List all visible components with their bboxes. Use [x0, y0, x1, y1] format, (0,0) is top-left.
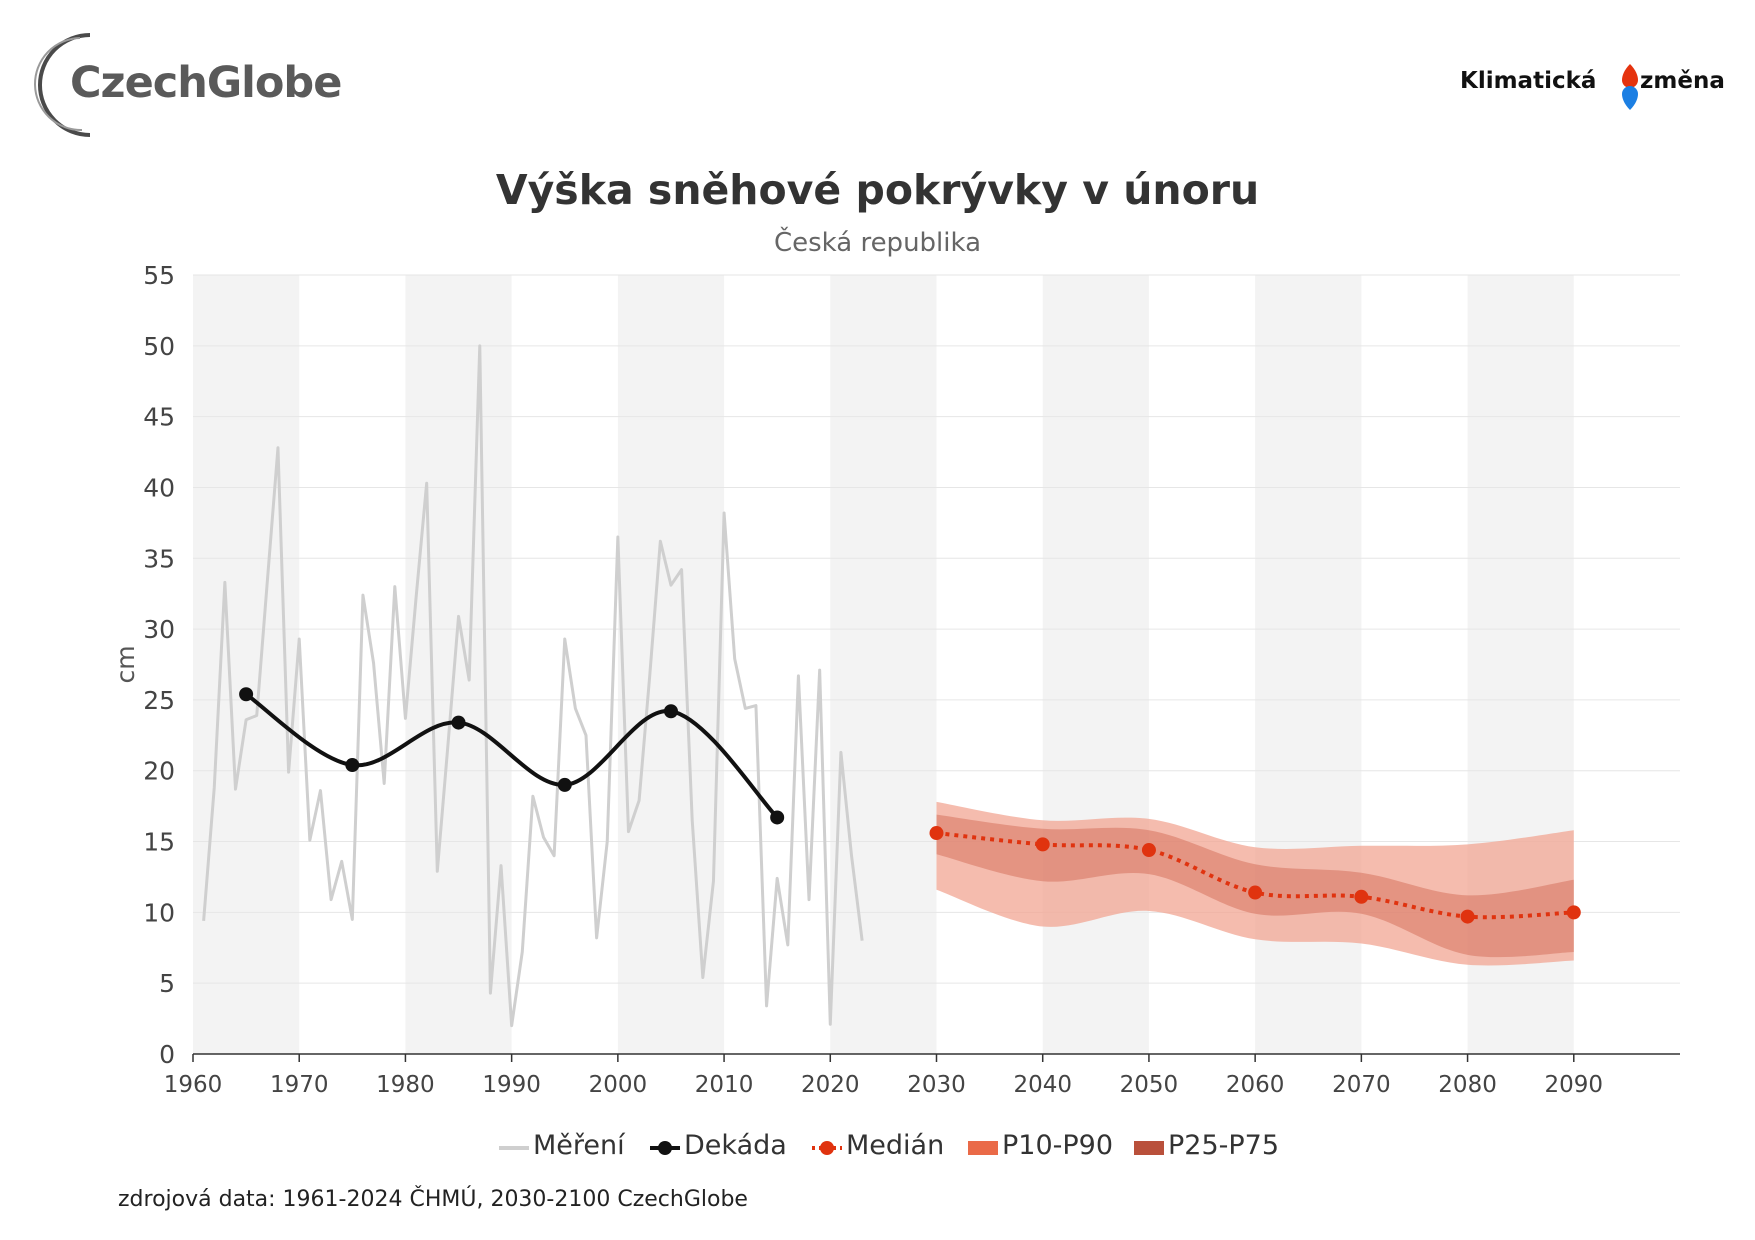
median-point — [1141, 843, 1156, 858]
chart-legend: Měření Dekáda Medián P10-P90 P25-P75 — [0, 1130, 1755, 1170]
series-measurement-line — [202, 344, 864, 1028]
czechglobe-arc-icon — [34, 33, 91, 137]
czechglobe-logo: CzechGlobe — [30, 30, 342, 140]
drop-pair-icon — [1622, 64, 1638, 110]
logo-word-2: změna — [1640, 68, 1725, 94]
median-point — [929, 826, 944, 841]
median-point — [1035, 837, 1050, 852]
x-tick-label: 1980 — [376, 1072, 435, 1098]
median-point — [1460, 909, 1475, 924]
logo-word-1: Klimatická — [1460, 68, 1597, 94]
x-tick-label: 2080 — [1438, 1072, 1497, 1098]
y-tick-label: 30 — [143, 615, 175, 644]
czechglobe-logo-text: CzechGlobe — [70, 58, 342, 108]
median-point — [1566, 905, 1581, 920]
y-tick-label: 50 — [143, 332, 175, 361]
legend-label-decade: Dekáda — [684, 1130, 787, 1161]
y-tick-label: 20 — [143, 757, 175, 786]
decade-point — [451, 715, 466, 730]
data-source-note: zdrojová data: 1961-2024 ČHMÚ, 2030-2100… — [118, 1187, 748, 1212]
x-tick-label: 2040 — [1013, 1072, 1072, 1098]
y-tick-label: 0 — [159, 1040, 175, 1069]
klimaticka-zmena-logo: Klimatická změna — [1460, 62, 1730, 112]
median-point — [1354, 889, 1369, 904]
x-tick-label: 2000 — [589, 1072, 648, 1098]
chart-subtitle: Česká republika — [773, 228, 982, 258]
x-tick-label: 2010 — [695, 1072, 754, 1098]
y-tick-label: 45 — [143, 403, 175, 432]
decade-point — [663, 704, 678, 719]
decade-band — [830, 275, 937, 1054]
decade-point — [345, 758, 360, 773]
decade-point — [239, 687, 254, 702]
decade-band — [193, 275, 300, 1054]
x-tick-label: 1960 — [164, 1072, 223, 1098]
decade-point — [770, 810, 785, 825]
legend-label-median: Medián — [846, 1130, 945, 1161]
x-tick-label: 2060 — [1226, 1072, 1285, 1098]
chart-title: Výška sněhové pokrývky v únoru — [495, 166, 1260, 214]
y-axis-label: cm — [111, 645, 140, 683]
x-tick-label: 1990 — [482, 1072, 541, 1098]
y-tick-label: 40 — [143, 473, 175, 502]
legend-label-p10-p90: P10-P90 — [1002, 1130, 1114, 1161]
x-tick-label: 2070 — [1332, 1072, 1391, 1098]
legend-label-p25-p75: P25-P75 — [1168, 1130, 1280, 1161]
y-tick-label: 35 — [143, 544, 175, 573]
x-tick-label: 2050 — [1120, 1072, 1179, 1098]
y-tick-label: 15 — [143, 828, 175, 857]
x-tick-label: 1970 — [270, 1072, 329, 1098]
decade-band — [617, 275, 725, 1054]
x-tick-label: 2090 — [1545, 1072, 1604, 1098]
decade-band — [1042, 275, 1149, 1054]
y-tick-label: 10 — [143, 898, 175, 927]
y-tick-label: 25 — [143, 686, 175, 715]
x-tick-label: 2030 — [907, 1072, 966, 1098]
decade-band — [405, 275, 512, 1054]
legend-label-measurement: Měření — [533, 1130, 625, 1161]
decade-point — [557, 777, 572, 792]
y-tick-label: 5 — [159, 969, 175, 998]
y-tick-label: 55 — [143, 261, 175, 290]
x-tick-label: 2020 — [801, 1072, 860, 1098]
median-point — [1248, 885, 1263, 900]
series-decade-line — [244, 692, 779, 819]
